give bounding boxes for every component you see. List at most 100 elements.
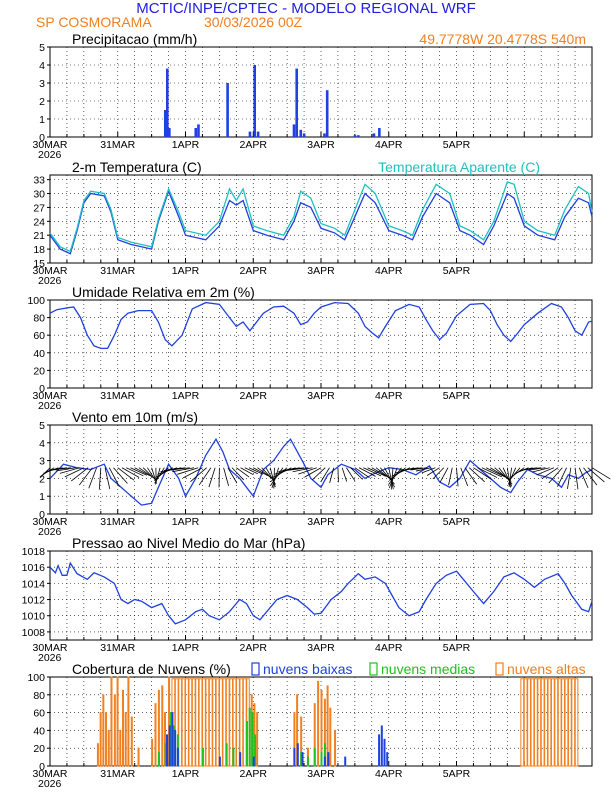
- wind-vector: [273, 467, 275, 489]
- cloud-bar-nuvens-altas: [195, 678, 200, 767]
- cloud-bar-nuvens-baixas: [252, 756, 255, 767]
- wind-ytick-label: 5: [39, 420, 45, 432]
- cloud-bar-nuvens-altas: [239, 678, 244, 767]
- wind-vector: [508, 467, 512, 487]
- precip-ytick-label: 5: [39, 42, 45, 54]
- clouds-ytick-label: 0: [39, 761, 45, 773]
- wind-xtick-label: 31MAR: [100, 516, 135, 528]
- wind-vector: [55, 467, 76, 472]
- wind-vector: [223, 467, 229, 486]
- temp-ytick-label: 18: [33, 244, 45, 256]
- cloud-legend-label: nuvens altas: [507, 661, 586, 677]
- wind-vector: [358, 467, 376, 477]
- temp-xtick-label: 4APR: [375, 265, 403, 277]
- wind-vector: [117, 467, 135, 481]
- wind-vector: [138, 467, 153, 478]
- precip-panel: 0 1 2 3 4 5 30MAR 31MAR 1APR 2APR 3APR 4APR 5APR 2026…: [32, 31, 593, 161]
- station-name: SP COSMORAMA: [36, 14, 152, 30]
- pressure-ytick-label: 1014: [22, 578, 46, 590]
- wind-vector: [363, 467, 382, 477]
- wind-panel: 0 1 2 3 4 5 30MAR 31MAR 1APR 2APR 3APR 4APR 5APR 2026…: [32, 409, 611, 538]
- cloud-bar-nuvens-medias: [245, 721, 248, 767]
- wind-vector: [142, 467, 155, 479]
- cloud-bar-nuvens-altas: [113, 694, 116, 767]
- cloud-bar-nuvens-altas: [185, 678, 189, 767]
- pressure-ytick-label: 1016: [22, 562, 46, 574]
- wind-ytick-label: 1: [39, 491, 45, 503]
- precip-ytick-label: 3: [39, 78, 45, 90]
- cloud-bar-nuvens-medias: [248, 707, 251, 767]
- precip-xtick-label: 5APR: [443, 139, 471, 151]
- wind-xtick-label: 30MAR: [32, 516, 67, 528]
- wind-vector: [98, 467, 102, 490]
- clouds-xtick-label: 5APR: [443, 768, 471, 780]
- cloud-bar-nuvens-altas: [574, 678, 579, 767]
- temp-ytick-label: 15: [33, 258, 45, 270]
- clouds-ytick-label: 60: [33, 708, 45, 720]
- temp-ytick-label: 33: [33, 175, 45, 187]
- cloud-bar-nuvens-altas: [544, 678, 548, 767]
- wind-vector: [88, 467, 97, 489]
- wind-vector: [448, 467, 453, 486]
- wind-vector: [532, 467, 550, 473]
- wind-vector: [405, 467, 423, 471]
- rh-xtick-label: 5APR: [443, 390, 471, 402]
- cloud-bar-nuvens-altas: [317, 680, 320, 767]
- cloud-bar-nuvens-altas: [550, 678, 555, 767]
- wind-vector: [113, 467, 128, 484]
- pressure-xtick-label: 4APR: [375, 642, 403, 654]
- cloud-bar-nuvens-altas: [219, 678, 223, 767]
- wind-vector: [292, 467, 313, 473]
- precip-ytick-label: 2: [39, 96, 45, 108]
- wind-vector: [473, 467, 492, 480]
- wind-vector: [367, 467, 386, 477]
- cloud-bar-nuvens-altas: [222, 678, 227, 767]
- cloud-bar-nuvens-altas: [256, 712, 259, 767]
- precip-bar: [302, 133, 306, 137]
- rh-panel: 0 20 40 60 80 100 30MAR 31MAR 1APR 2APR 3APR 4APR 5A…: [27, 284, 593, 412]
- cloud-bar-nuvens-altas: [110, 676, 113, 767]
- wind-vector: [147, 467, 156, 480]
- temp-ytick-label: 30: [33, 189, 45, 201]
- wind-vector: [298, 467, 317, 475]
- wind-vector: [587, 467, 605, 483]
- cloud-bar-nuvens-altas: [102, 694, 105, 767]
- wind-vector: [320, 467, 330, 483]
- wind-vector: [341, 467, 348, 482]
- cloud-bar-nuvens-altas: [537, 678, 542, 767]
- cloud-bar-nuvens-baixas: [296, 743, 299, 767]
- cloud-bar-nuvens-altas: [212, 678, 217, 767]
- cloud-bar-nuvens-baixas: [383, 738, 386, 767]
- clouds-title: Cobertura de Nuvens (%): [72, 661, 231, 677]
- wind-vector: [304, 467, 322, 478]
- wind-vector: [227, 467, 238, 484]
- cloud-bar-nuvens-altas: [527, 678, 531, 767]
- cloud-bar-nuvens-altas: [334, 729, 337, 767]
- rh-xtick-label: 2APR: [240, 390, 268, 402]
- wind-vector: [525, 467, 542, 470]
- temp-title: 2-m Temperatura (C): [72, 159, 202, 175]
- wind-vector: [287, 467, 309, 471]
- rh-ytick-label: 20: [33, 365, 45, 377]
- cloud-bar-nuvens-baixas: [176, 747, 179, 767]
- cloud-bar-nuvens-altas: [205, 678, 210, 767]
- rh-ytick-label: 80: [33, 313, 45, 325]
- wind-vector: [426, 467, 440, 476]
- clouds-ytick-label: 40: [33, 725, 45, 737]
- wind-vector: [282, 467, 305, 471]
- pressure-title: Pressao ao Nivel Medio do Mar (hPa): [72, 535, 305, 551]
- wind-vector: [591, 467, 611, 480]
- cloud-bar-nuvens-medias: [164, 743, 167, 767]
- precip-xtick-label: 1APR: [172, 139, 200, 151]
- cloud-bar-nuvens-altas: [105, 712, 108, 767]
- pressure-xtick-label: 5APR: [443, 642, 471, 654]
- cloud-bar-nuvens-altas: [571, 678, 576, 767]
- cloud-legend-label: nuvens baixas: [263, 661, 353, 677]
- wind-vector: [177, 467, 199, 475]
- temp-ytick-label: 21: [33, 230, 45, 242]
- cloud-bar-nuvens-altas: [137, 747, 140, 767]
- cloud-legend-box: [495, 662, 504, 676]
- rh-ytick-label: 0: [39, 383, 45, 395]
- precip-xaxis-year: 2026: [38, 149, 62, 161]
- wind-vector: [354, 467, 370, 479]
